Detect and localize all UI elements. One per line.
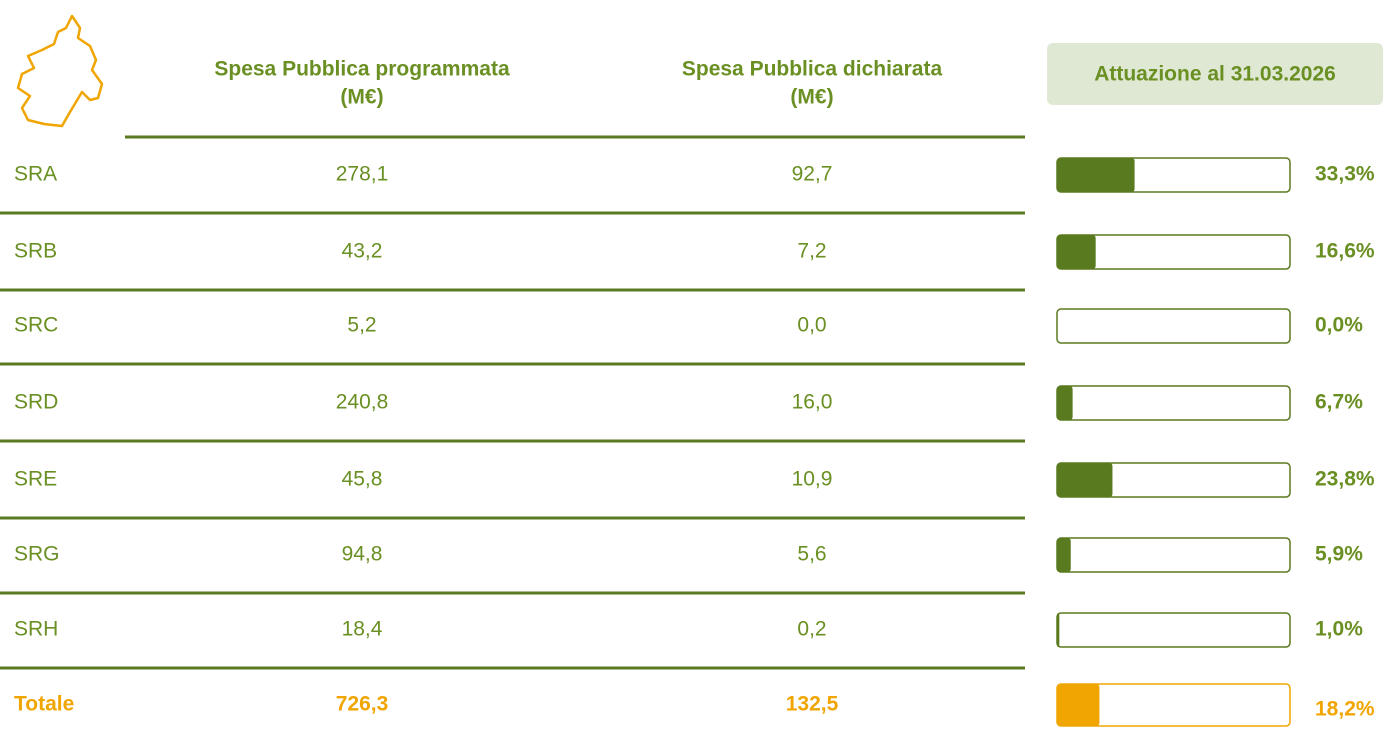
cell: 45,8 [342,468,383,491]
row-label: SRE [14,468,57,491]
cell: 5,6 [797,543,826,566]
cell: 726,3 [336,693,389,716]
cell: 278,1 [336,163,389,186]
progress-track [1056,308,1291,344]
progress-header-box [1047,43,1383,105]
percent-label: 18,2% [1315,698,1375,721]
row-label: SRG [14,543,60,566]
percent-label: 5,9% [1315,543,1363,566]
progress-fill [1057,538,1071,572]
col-unit: (M€) [790,86,833,109]
progress-track [1056,612,1291,648]
cell: 18,4 [342,618,383,641]
cell: 10,9 [792,468,833,491]
percent-label: 6,7% [1315,391,1363,414]
percent-label: 33,3% [1315,163,1375,186]
cell: 0,2 [797,618,826,641]
row-label: SRD [14,391,58,414]
progress-fill [1057,158,1135,192]
cell: 16,0 [792,391,833,414]
col-title: Spesa Pubblica dichiarata [682,58,943,81]
cell: 43,2 [342,240,383,263]
progress-fill [1057,235,1096,269]
cell: 240,8 [336,391,389,414]
col-title: Spesa Pubblica programmata [214,58,510,81]
cell: 7,2 [797,240,826,263]
cell: 92,7 [792,163,833,186]
progress-fill [1057,463,1113,497]
region-icon [16,14,104,128]
cell: 94,8 [342,543,383,566]
progress-fill [1057,386,1073,420]
row-label: Totale [14,693,74,716]
row-label: SRC [14,314,58,337]
progress-title: Attuazione al 31.03.2026 [1094,63,1336,86]
cell: 5,2 [347,314,376,337]
cell: 0,0 [797,314,826,337]
progress-track [1056,385,1291,421]
row-label: SRA [14,163,57,186]
progress-fill [1057,684,1100,726]
col-unit: (M€) [340,86,383,109]
progress-track [1056,537,1291,573]
row-label: SRH [14,618,58,641]
percent-label: 0,0% [1315,314,1363,337]
percent-label: 23,8% [1315,468,1375,491]
progress-fill [1057,613,1060,647]
cell: 132,5 [786,693,839,716]
percent-label: 1,0% [1315,618,1363,641]
percent-label: 16,6% [1315,240,1375,263]
row-label: SRB [14,240,57,263]
